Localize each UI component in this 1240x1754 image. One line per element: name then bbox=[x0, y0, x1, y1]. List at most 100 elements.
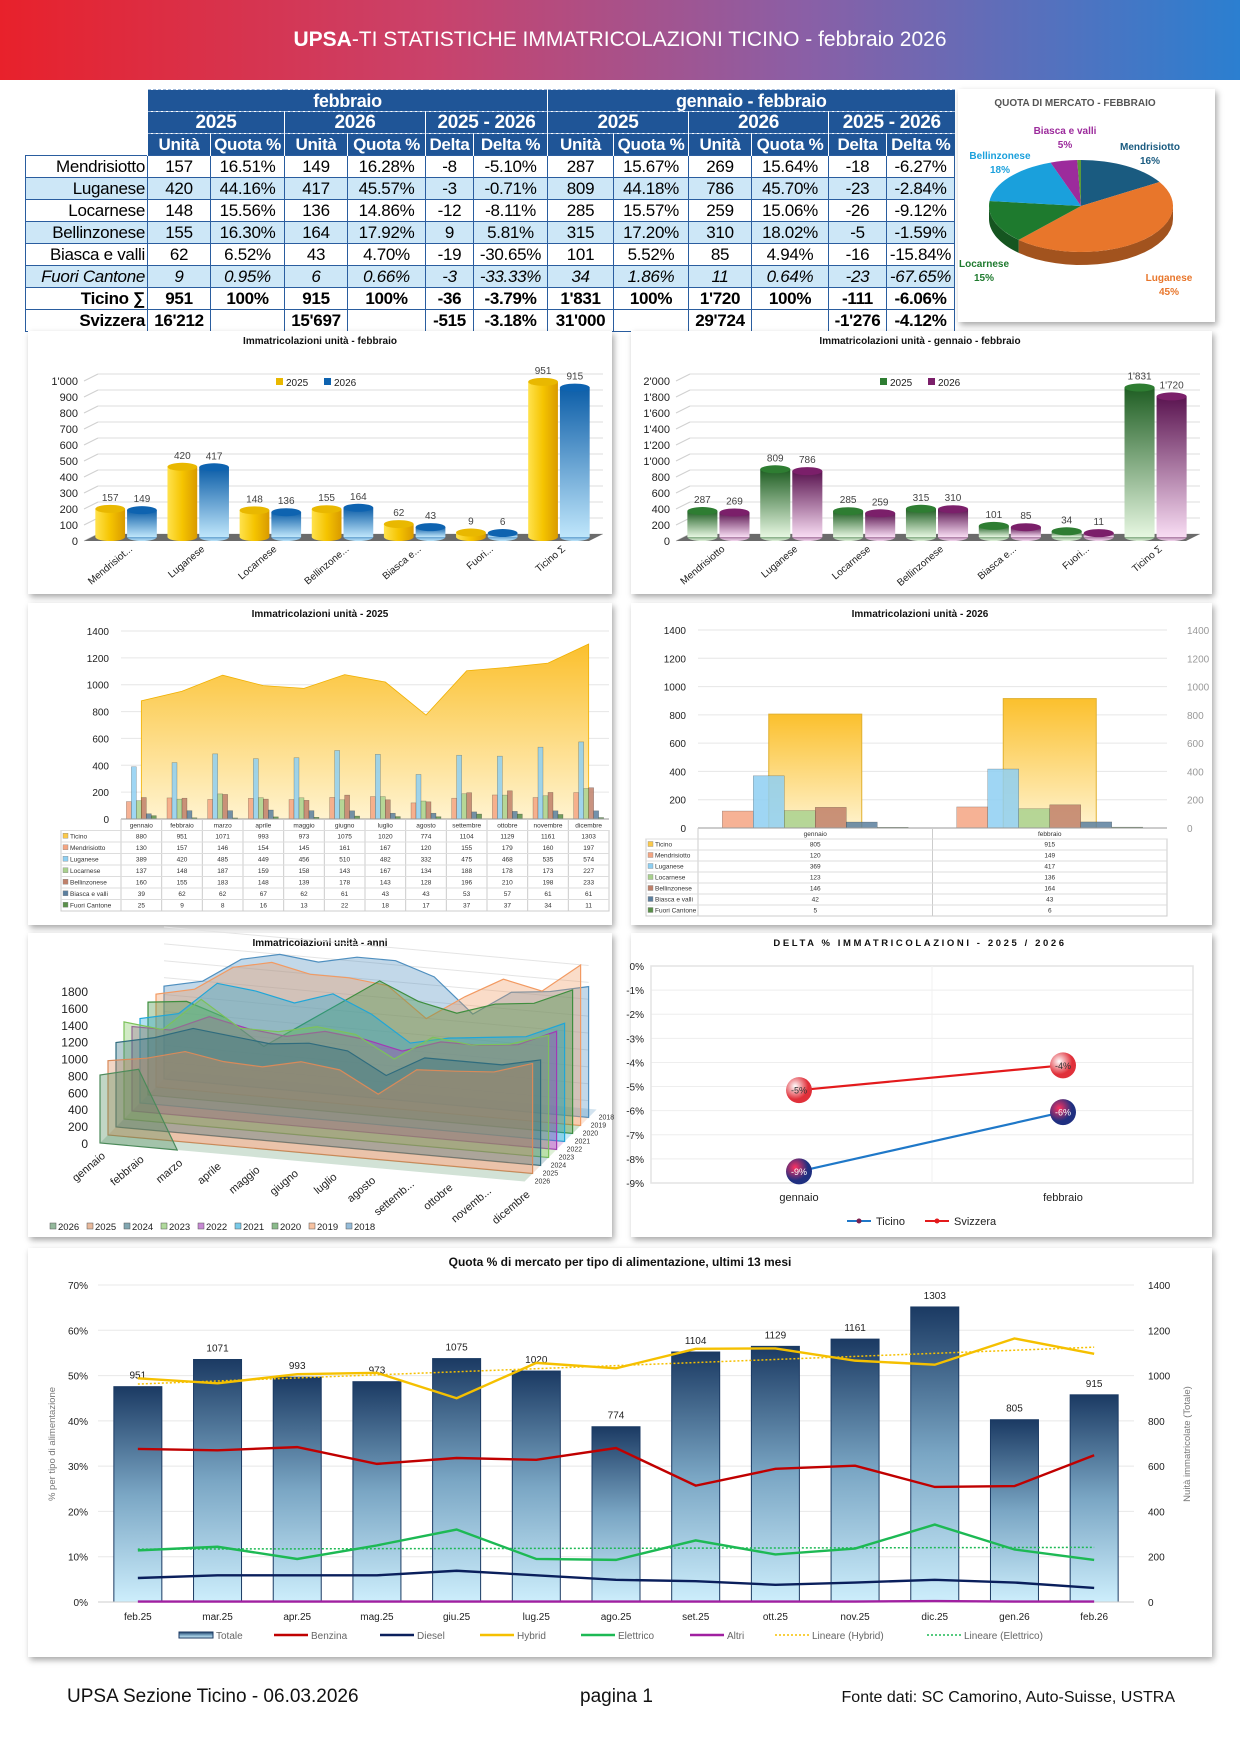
legend-label: 2026 bbox=[58, 1222, 79, 1233]
data-table-value: 993 bbox=[258, 834, 269, 841]
depth-axis-label: 2023 bbox=[559, 1155, 575, 1162]
x-category-label: nov.25 bbox=[840, 1612, 870, 1623]
chart-title: DELTA % IMMATRICOLAZIONI - 2025 / 2026 bbox=[773, 938, 1066, 949]
y-tick-label: 50% bbox=[68, 1372, 88, 1383]
bar-totale bbox=[910, 1306, 960, 1603]
data-table-value: 42 bbox=[812, 897, 820, 904]
data-table-value: 198 bbox=[543, 880, 554, 887]
trendline-hybrid bbox=[137, 1346, 1095, 1385]
depth-axis-label: 2024 bbox=[551, 1163, 567, 1170]
table-cell: 100% bbox=[210, 287, 285, 310]
floor-year-2023 bbox=[124, 1111, 557, 1158]
bar-Biasca-e-valli bbox=[1080, 821, 1112, 829]
table-cell: 269 bbox=[688, 155, 752, 178]
bar-2025 bbox=[239, 510, 270, 537]
registrations-table: febbraio gennaio - febbraio 2025 2026 2025 -… bbox=[25, 89, 955, 332]
bar-Mendrisiotto bbox=[329, 797, 335, 820]
y-tick-label: 1000 bbox=[87, 681, 110, 692]
data-table-header: marzo bbox=[214, 823, 232, 830]
x-category-label: mar.25 bbox=[202, 1612, 233, 1623]
bar-value-label: 915 bbox=[566, 372, 583, 383]
area-Ticino bbox=[140, 643, 590, 820]
data-table-header: maggio bbox=[293, 823, 315, 830]
bar-2026 bbox=[559, 387, 590, 537]
bar-2025 bbox=[760, 469, 791, 537]
bar-top bbox=[687, 507, 718, 516]
data-table-value: 120 bbox=[421, 845, 432, 852]
column-header: Unità bbox=[547, 133, 614, 156]
bar-Bellinzonese bbox=[547, 792, 554, 820]
bar-2026 bbox=[415, 527, 446, 537]
data-table-header: aprile bbox=[255, 823, 271, 830]
pie-percent: 15% bbox=[974, 273, 994, 284]
bar-value-label: 101 bbox=[985, 510, 1002, 521]
y-tick-label: 600 bbox=[60, 440, 78, 452]
legend-label: 2018 bbox=[354, 1222, 375, 1233]
pie-percent: 16% bbox=[1140, 156, 1160, 167]
legend-swatch bbox=[647, 885, 654, 891]
x-category-label: mag.25 bbox=[360, 1612, 394, 1623]
bar-Luganese bbox=[171, 762, 178, 820]
y-tick-label: 70% bbox=[68, 1281, 88, 1292]
y-tick-label: -5% bbox=[626, 1083, 644, 1094]
table-cell: -23 bbox=[828, 177, 887, 200]
bar-Luganese bbox=[537, 746, 544, 820]
x-category-label: Mendrisiot... bbox=[86, 544, 135, 587]
bar-Mendrisiotto bbox=[956, 806, 988, 829]
bar-top bbox=[456, 528, 486, 537]
y-tick-label: 20% bbox=[68, 1507, 88, 1518]
data-table-value: 61 bbox=[341, 891, 349, 898]
data-table-value: 1020 bbox=[378, 834, 393, 841]
data-table-value: 179 bbox=[502, 845, 513, 852]
bar-Mendrisiotto bbox=[370, 796, 376, 820]
bar-value-label: 786 bbox=[799, 455, 816, 466]
pie-slice-fuori-cantone bbox=[1077, 160, 1081, 206]
area-year-2025 bbox=[107, 1050, 534, 1175]
bar-Mendrisiotto bbox=[492, 794, 498, 820]
floor-year-2025 bbox=[108, 1127, 541, 1174]
legend-swatch bbox=[647, 863, 654, 869]
table-cell: 1.86% bbox=[613, 265, 689, 288]
data-table-value: 173 bbox=[543, 868, 554, 875]
bar-Biasca-e-valli bbox=[512, 811, 518, 820]
bar-top bbox=[167, 462, 198, 471]
bar-2025 bbox=[167, 466, 198, 537]
data-table-value: 510 bbox=[339, 857, 350, 864]
bar-value-label: 1161 bbox=[844, 1323, 866, 1334]
data-table-value: 136 bbox=[1044, 875, 1055, 882]
floor-year-2022 bbox=[132, 1103, 565, 1150]
legend-swatch bbox=[62, 879, 69, 885]
chart-panel-gennaio-febbraio bbox=[631, 331, 1212, 594]
bar-2025 bbox=[311, 509, 342, 537]
bar-Locarnese bbox=[258, 797, 264, 820]
bar-Bellinzonese bbox=[466, 792, 472, 820]
data-table-value: 951 bbox=[177, 834, 188, 841]
bar-value-label: 11 bbox=[1094, 517, 1105, 528]
legend-swatch bbox=[178, 1631, 214, 1639]
column-header: Quota % bbox=[751, 133, 829, 156]
page-header: UPSA -TI STATISTICHE IMMATRICOLAZIONI TIC… bbox=[0, 0, 1240, 80]
table-cell: 44.18% bbox=[613, 177, 689, 200]
y-tick-label: -7% bbox=[626, 1131, 644, 1142]
x-category-label: Ticino Σ bbox=[534, 544, 568, 575]
bar-top bbox=[383, 520, 414, 529]
legend-marker bbox=[856, 1218, 862, 1224]
legend-swatch bbox=[62, 856, 69, 862]
bar-value-label: 1104 bbox=[685, 1336, 707, 1347]
data-table-header: luglio bbox=[378, 823, 394, 830]
x-category-label: giu.25 bbox=[443, 1612, 471, 1623]
y-tick-label: 400 bbox=[92, 761, 109, 772]
area-year-2024 bbox=[115, 1027, 542, 1167]
bar-value-label: 62 bbox=[393, 508, 405, 519]
y-tick-label: 700 bbox=[60, 424, 78, 436]
table-cell: -515 bbox=[425, 309, 474, 332]
chart-panel-anni bbox=[28, 933, 612, 1237]
chart-title: QUOTA DI MERCATO - FEBBRAIO bbox=[994, 98, 1156, 109]
bar-value-label: 417 bbox=[206, 451, 223, 462]
y2-tick-label: 400 bbox=[1187, 767, 1204, 778]
bar-2025 bbox=[905, 508, 936, 537]
floor-year-2018 bbox=[164, 1071, 597, 1118]
line-hybrid bbox=[137, 1337, 1095, 1400]
bar-totale bbox=[511, 1370, 561, 1603]
chart-delta: DELTA % IMMATRICOLAZIONI - 2025 / 2026 0%… bbox=[626, 938, 1194, 1228]
